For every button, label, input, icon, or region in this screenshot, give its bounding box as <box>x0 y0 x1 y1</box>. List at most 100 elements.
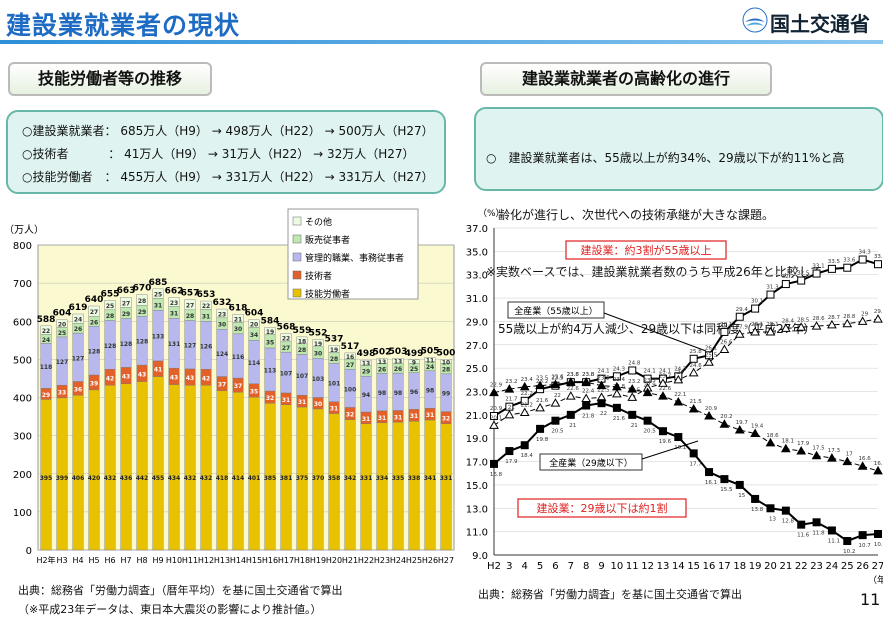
bar-segment-label: 103 <box>312 376 325 383</box>
bar-segment <box>152 288 164 299</box>
bar-segment-label: 11 <box>426 358 434 365</box>
y-tick-label: 29.0 <box>466 317 488 328</box>
bar-segment-label: 27 <box>90 309 98 316</box>
data-point <box>765 437 776 447</box>
y-tick-label: 17.0 <box>466 458 488 469</box>
bar-segment-label: 131 <box>168 341 181 348</box>
data-label: 17 <box>846 452 853 458</box>
mlit-logo: 国土交通省 <box>742 5 882 36</box>
bar-segment <box>392 358 404 364</box>
bar-segment-label: 126 <box>200 343 213 350</box>
data-label: 17.3 <box>828 448 841 454</box>
data-point <box>643 416 652 425</box>
x-tick-label: H20 <box>326 556 342 565</box>
data-point <box>643 374 652 383</box>
data-point <box>781 280 790 289</box>
x-tick-label: 19 <box>749 561 762 572</box>
x-tick-label: 22 <box>795 561 808 572</box>
left-note: （※平成23年データは、東日本大震災の影響により推計値。） <box>18 603 322 616</box>
data-label: 28.1 <box>766 322 778 328</box>
data-label: 23.5 <box>536 376 549 382</box>
bar-segment-label: 43 <box>122 374 130 381</box>
summary-row-1: ○建設業就業者： 685万人（H9） → 498万人（H22） → 500万人（… <box>22 122 434 139</box>
bar-total-label: 517 <box>341 342 360 352</box>
data-label: 19.8 <box>536 437 549 443</box>
bar-segment-label: 29 <box>138 309 146 316</box>
bar-segment-label: 128 <box>104 343 117 350</box>
stacked-bar-chart: （万人） 0 100 200 300 400 500 600 700 800 395 29 118 24 2… <box>4 208 456 565</box>
bar-segment-label: 24 <box>426 364 434 371</box>
legend-label: その他 <box>305 216 332 228</box>
data-point <box>811 450 822 460</box>
data-point <box>874 529 882 538</box>
bar-total-label: 502 <box>373 348 392 358</box>
data-label: 10.8 <box>874 542 883 548</box>
x-tick-label: H18 <box>294 556 310 565</box>
data-label: 22.2 <box>521 391 533 397</box>
data-point <box>612 403 621 412</box>
data-point <box>704 357 714 366</box>
x-tick-label: H14 <box>230 556 246 565</box>
bar-segment <box>424 419 436 551</box>
data-label: 17.9 <box>505 459 518 465</box>
data-point <box>720 327 729 336</box>
data-label: 23.8 <box>582 372 595 378</box>
right-summary-line: ○ 建設業就業者は、55歳以上が約34%、29歳以下が約11%と高 <box>486 151 845 165</box>
data-point <box>597 399 606 408</box>
data-label: 23.7 <box>659 373 672 379</box>
legend-swatch <box>292 252 302 262</box>
bar-segment-label: 27 <box>186 303 194 310</box>
legend-label: 技術者 <box>305 270 332 282</box>
data-point <box>750 326 760 336</box>
data-point <box>688 404 699 413</box>
bar-segment-label: 31 <box>410 413 418 420</box>
y-tick-label: 31.0 <box>466 294 488 305</box>
bar-segment-label: 26 <box>74 326 82 333</box>
bar-segment <box>168 384 180 551</box>
data-point <box>812 518 821 527</box>
bar-segment-label: 31 <box>282 397 290 404</box>
data-label: 20.5 <box>643 429 656 435</box>
bar-segment-label: 385 <box>264 475 277 482</box>
bar-segment-label: 37 <box>234 383 242 390</box>
bar-segment-label: 35 <box>266 339 274 346</box>
data-label: 22.9 <box>643 383 656 389</box>
bar-segment <box>168 297 180 307</box>
data-point <box>565 377 576 386</box>
data-point <box>858 531 867 540</box>
bar-total-label: 685 <box>149 278 168 288</box>
data-label: 21.6 <box>536 398 549 404</box>
data-point <box>705 468 714 477</box>
bar-segment-label: 13 <box>394 359 402 366</box>
bar-total-label: 500 <box>437 348 456 358</box>
age-ratio-line-chart: （%） 9.0 11.0 13.0 15.0 17.0 19.0 21.0 23.0 25.0 27… <box>466 208 883 586</box>
data-label: 13.8 <box>751 507 764 513</box>
data-label: 21 <box>508 405 515 411</box>
data-point <box>596 380 607 390</box>
x-tick-label: 23 <box>810 561 823 572</box>
data-point <box>797 520 806 529</box>
bar-segment <box>200 385 212 551</box>
bar-segment-label: 370 <box>312 475 325 482</box>
data-label: 16.2 <box>874 461 883 467</box>
summary-values: 455万人（H9） → 331万人（H22） → 331万人（H27） <box>120 170 434 184</box>
bar-segment-label: 99 <box>442 391 450 398</box>
bar-segment-label: 455 <box>152 475 165 482</box>
data-label: 21 <box>631 423 638 429</box>
data-label: 17.5 <box>812 446 825 452</box>
data-point <box>766 504 775 513</box>
data-point <box>490 459 498 468</box>
data-label: 19.1 <box>674 445 686 451</box>
data-label: 28.8 <box>843 314 856 320</box>
x-tick-label: H24 <box>390 556 406 565</box>
data-point <box>688 367 699 377</box>
bar-segment-label: 30 <box>218 322 226 329</box>
data-point <box>673 397 684 406</box>
data-point <box>735 312 744 321</box>
data-point <box>857 316 868 325</box>
bar-segment-label: 127 <box>184 343 197 350</box>
bar-segment-label: 128 <box>120 341 133 348</box>
bar-segment-label: 420 <box>88 475 101 482</box>
bar-segment-label: 42 <box>106 375 114 382</box>
left-section-title-text: 技能労働者等の推移 <box>37 69 182 88</box>
